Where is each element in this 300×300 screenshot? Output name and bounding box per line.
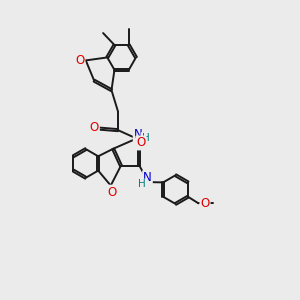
Text: O: O bbox=[89, 121, 99, 134]
Text: O: O bbox=[108, 186, 117, 199]
Text: O: O bbox=[136, 136, 146, 149]
Text: H: H bbox=[142, 133, 149, 143]
Text: H: H bbox=[138, 179, 146, 190]
Text: O: O bbox=[200, 197, 210, 210]
Text: O: O bbox=[75, 54, 85, 67]
Text: N: N bbox=[143, 171, 152, 184]
Text: N: N bbox=[134, 128, 142, 140]
